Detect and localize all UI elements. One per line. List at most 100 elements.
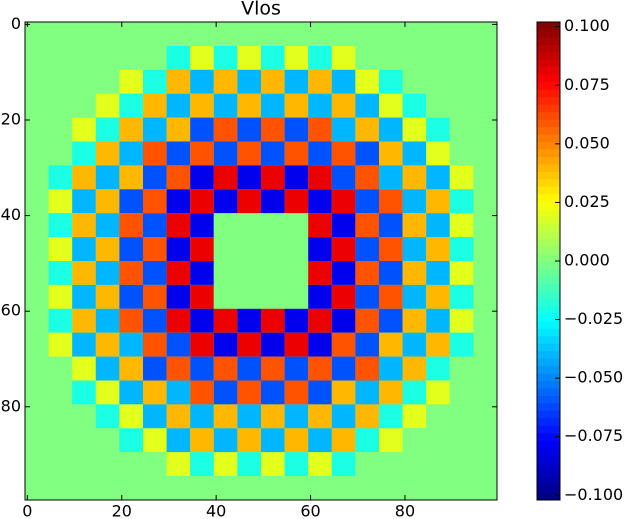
heat-cell — [355, 165, 379, 190]
heat-cell — [355, 284, 379, 309]
heat-cell — [473, 45, 497, 70]
heat-cell — [284, 356, 309, 381]
heat-cell — [284, 308, 309, 333]
colorbar-segment — [537, 89, 560, 98]
heat-cell — [402, 237, 427, 261]
heat-cell — [166, 380, 191, 405]
heat-cell — [308, 452, 332, 477]
heat-cell — [261, 93, 285, 118]
colorbar-segment — [537, 81, 560, 90]
heat-cell — [190, 332, 214, 357]
x-tick-label: 0 — [22, 502, 32, 519]
heat-cell — [308, 428, 332, 453]
y-tick-label: 60 — [1, 301, 21, 320]
heat-cell — [166, 69, 191, 94]
colorbar-segment — [537, 238, 560, 247]
colorbar-segment — [537, 208, 560, 217]
heat-cell — [426, 93, 450, 118]
heat-cell — [261, 237, 285, 261]
heat-cell — [261, 452, 285, 477]
heat-cell — [284, 213, 309, 238]
heat-cell — [308, 332, 332, 357]
colorbar-segment — [537, 66, 560, 75]
heat-cell — [426, 380, 450, 405]
heat-cell — [119, 261, 143, 285]
heat-cell — [284, 93, 309, 118]
heat-cell — [95, 284, 120, 309]
heat-cell — [95, 452, 120, 477]
heat-cell — [308, 404, 332, 429]
heat-cell — [95, 380, 120, 405]
heat-cell — [95, 476, 120, 500]
heat-cell — [355, 237, 379, 261]
chart-title: Vlos — [241, 0, 281, 20]
heat-cell — [449, 428, 474, 453]
heat-cell — [284, 117, 309, 142]
heat-cell — [331, 261, 356, 285]
colorbar-segment — [537, 74, 560, 83]
heat-cell — [308, 117, 332, 142]
heat-cell — [119, 237, 143, 261]
heat-cell — [402, 428, 427, 453]
heat-cell — [48, 261, 73, 285]
heat-cell — [166, 404, 191, 429]
heat-cell — [426, 452, 450, 477]
heat-cell — [261, 213, 285, 238]
heat-cell — [48, 476, 73, 500]
heat-cell — [166, 165, 191, 190]
heat-cell — [449, 45, 474, 70]
heat-cell — [237, 93, 261, 118]
heat-cell — [166, 476, 191, 500]
heat-cell — [402, 141, 427, 166]
colorbar-segment — [537, 417, 560, 426]
colorbar-segment — [537, 126, 560, 135]
heat-cell — [143, 308, 167, 333]
heat-cell — [25, 476, 49, 500]
heat-cell — [426, 165, 450, 190]
colorbar-segment — [537, 425, 560, 434]
heat-cell — [284, 22, 309, 46]
colorbar-segment — [537, 51, 560, 60]
heat-cell — [284, 428, 309, 453]
heat-cell — [95, 213, 120, 238]
heat-cell — [473, 284, 497, 309]
heat-cell — [166, 261, 191, 285]
colorbar-segment — [537, 59, 560, 68]
heat-cell — [261, 284, 285, 309]
heat-cell — [48, 356, 73, 381]
heat-cell — [190, 93, 214, 118]
colorbar-segment — [537, 223, 560, 232]
heat-cell — [166, 452, 191, 477]
heat-cell — [379, 69, 403, 94]
colorbar-segment — [537, 134, 560, 142]
heat-cell — [48, 380, 73, 405]
heat-cell — [379, 117, 403, 142]
heat-cell — [449, 332, 474, 357]
heat-cell — [48, 213, 73, 238]
colorbar-tick-label: 0.100 — [564, 16, 610, 35]
heat-cell — [190, 69, 214, 94]
heat-cell — [237, 117, 261, 142]
heat-cell — [213, 428, 238, 453]
heat-cell — [449, 165, 474, 190]
heat-cell — [166, 332, 191, 357]
heat-cell — [379, 404, 403, 429]
colorbar-segment — [537, 163, 560, 172]
heat-cell — [119, 93, 143, 118]
heat-cell — [379, 213, 403, 238]
colorbar-segment — [537, 298, 560, 307]
colorbar-tick-label: 0.025 — [564, 192, 610, 211]
heat-cell — [473, 404, 497, 429]
colorbar-segment — [537, 290, 560, 299]
heat-cell — [331, 428, 356, 453]
heat-cell — [166, 284, 191, 309]
heat-cell — [25, 45, 49, 70]
colorbar-segment — [537, 365, 560, 374]
colorbar-segment — [537, 96, 560, 105]
heat-cell — [426, 189, 450, 214]
heat-cell — [166, 141, 191, 166]
heat-cell — [72, 428, 96, 453]
heat-cell — [308, 261, 332, 285]
heat-cell — [331, 380, 356, 405]
colorbar-segment — [537, 178, 560, 187]
